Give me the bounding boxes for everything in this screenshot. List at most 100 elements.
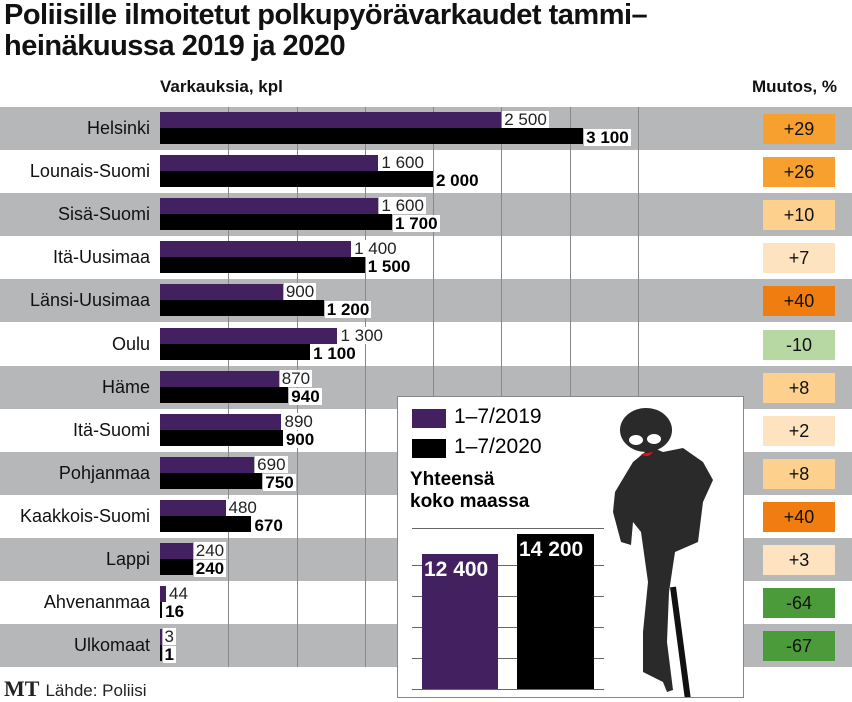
category-label: Länsi-Uusimaa [29,290,150,311]
category-label: Oulu [111,333,150,354]
totals-gridline [412,627,604,628]
gridline [569,107,571,667]
category-label: Sisä-Suomi [57,204,150,225]
category-label: Ahvenanmaa [43,592,150,613]
footer: MT Lähde: Poliisi [4,676,147,702]
change-badge: +7 [763,243,835,274]
bar-2019 [160,370,279,387]
bar-2020 [160,128,584,144]
gridline [296,107,298,667]
totals-title: Yhteensä koko maassa [410,469,530,512]
legend-swatch-2019 [412,409,446,428]
bar-2019 [160,543,193,559]
category-label: Lappi [105,549,150,569]
category-label: Häme [101,376,150,397]
change-badge: -10 [763,329,835,360]
total-label-2019: 12 400 [424,557,489,581]
change-badge: -64 [763,588,835,619]
chart-row: Lounais-Suomi +26 [0,150,852,193]
change-header: Muutos, % [752,77,837,96]
change-badge: +26 [763,157,835,188]
value-label-2019: 2 500 [502,110,549,129]
bar-2019 [160,241,352,258]
chart-row: Kaakkois-Suomi +40 [0,495,852,538]
value-label-2019: 900 [283,282,317,302]
value-label-2020: 940 [289,386,322,406]
legend-label-2020: 1–7/2020 [454,435,542,458]
bar-2020 [160,472,263,489]
bar-2020 [160,171,433,188]
category-label: Helsinki [86,118,150,138]
bar-2019 [160,327,338,344]
gridline [433,107,434,667]
category-label: Ulkomaat [73,635,150,656]
value-label-2020: 2 000 [434,171,481,191]
change-badge: +8 [763,458,835,489]
bar-2019 [160,413,282,430]
value-label-2020: 240 [193,559,227,578]
value-label-2019: 1 600 [379,196,426,216]
change-badge: +40 [763,286,835,317]
gridline [501,107,503,667]
category-label: Lounais-Suomi [29,161,150,182]
cyclist-illustration-icon [613,408,713,697]
totals-gridline [412,658,604,659]
value-label-2019: 240 [193,541,227,560]
bar-2020 [160,429,283,446]
value-label-2019: 890 [282,411,315,431]
bar-2020 [160,214,393,231]
value-label-2020: 1 200 [324,300,372,320]
category-label: Kaakkois-Suomi [19,505,150,526]
chart-row: Itä-Suomi +2 [0,409,852,452]
category-label: Itä-Uusimaa [52,247,150,268]
value-label-2020: 1 100 [311,343,358,363]
change-badge: +8 [763,372,835,403]
value-label-2020: 670 [252,515,285,535]
total-label-2020: 14 200 [519,538,584,561]
bar-2019 [160,155,379,172]
value-label-2019: 690 [255,454,288,474]
bar-2020 [160,343,311,360]
total-bar-2020: 14 200 [517,534,594,689]
value-label-2019: 870 [279,368,313,388]
gridline [364,107,366,667]
totals-gridline [412,565,604,566]
value-label-2019: 1 600 [379,153,426,173]
bar-2020 [160,645,162,662]
totals-inset: 1–7/2019 1–7/2020 Yhteensä koko maassa 1… [397,396,744,698]
change-badge: -67 [763,631,835,662]
chart-row: Oulu -10 [0,323,852,366]
bar-2020 [160,257,365,274]
bar-2020 [160,602,163,619]
value-label-2020: 750 [263,472,296,492]
value-label-2019: 1 400 [352,239,399,259]
total-bar-2019: 12 400 [422,553,498,689]
category-label: Itä-Suomi [72,419,150,440]
bar-2019 [160,586,166,603]
bar-2020 [160,559,193,575]
category-label: Pohjanmaa [58,462,150,483]
value-label-2020: 16 [163,602,187,622]
x-axis-label: Varkauksia, kpl [160,77,283,96]
bar-2020 [160,515,252,532]
legend-swatch-2020 [412,439,446,458]
value-label-2020: 1 [162,645,176,665]
chart-row: Ahvenanmaa -64 [0,581,852,624]
legend-label-2019: 1–7/2019 [454,405,542,428]
value-label-2020: 900 [283,429,317,449]
bar-2019 [160,284,283,301]
chart-title: Poliisille ilmoitetut polkupyörävarkaude… [4,0,648,62]
value-label-2019: 480 [226,497,259,517]
totals-gridline [412,689,604,690]
value-label-2020: 1 700 [393,214,440,234]
value-label-2019: 1 300 [338,325,385,345]
change-badge: +10 [763,200,835,231]
change-badge: +3 [763,545,835,575]
bar-2020 [160,300,324,317]
totals-gridline [412,596,604,597]
value-label-2019: 44 [167,584,190,604]
change-badge: +2 [763,415,835,446]
change-badge: +40 [763,501,835,532]
mt-logo: MT [4,676,40,701]
bar-2019 [160,456,255,473]
